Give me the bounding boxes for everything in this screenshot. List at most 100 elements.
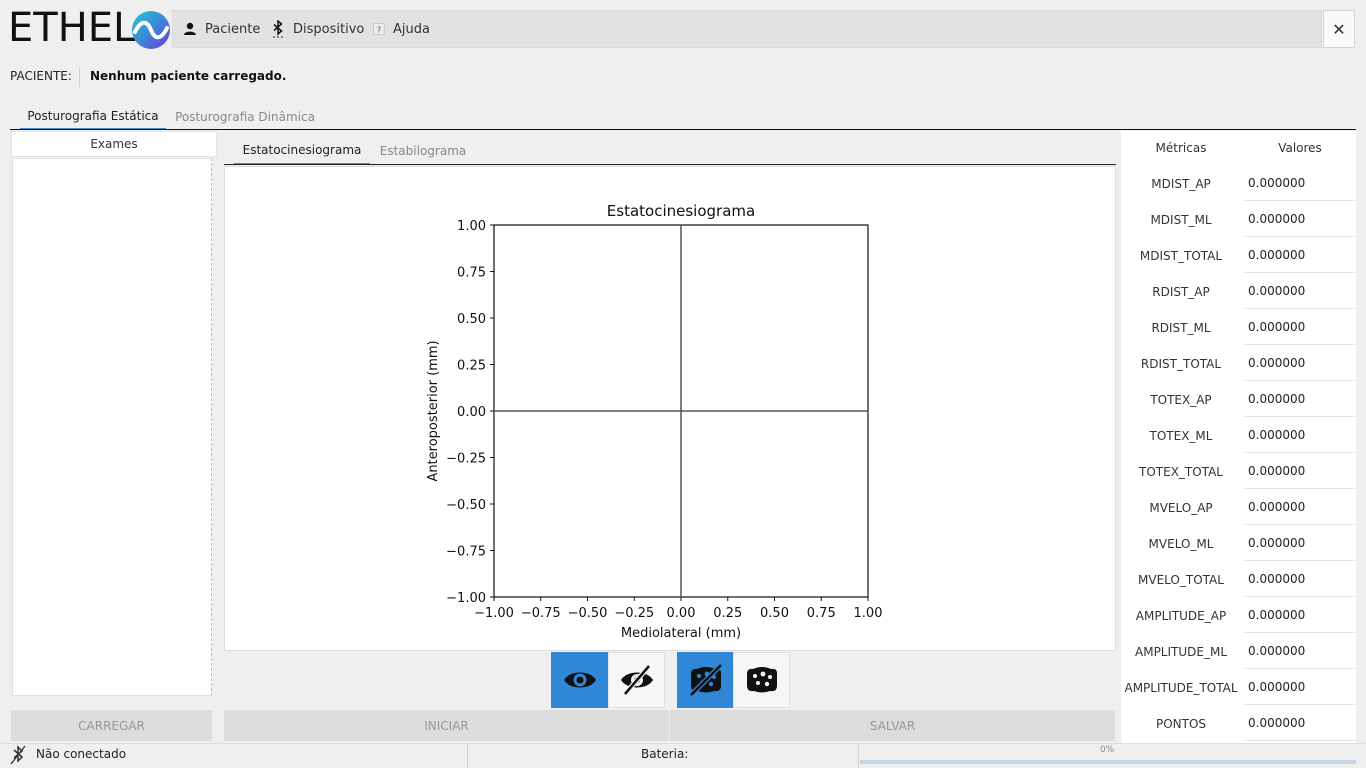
toggle-filter-off-button[interactable] xyxy=(677,652,734,708)
menu-item-dispositivo[interactable]: Dispositivo xyxy=(271,11,364,47)
user-icon xyxy=(184,22,196,35)
metric-value: 0.000000 xyxy=(1245,526,1355,561)
x-tick-label: 0.50 xyxy=(760,606,789,621)
metric-value: 0.000000 xyxy=(1245,598,1355,633)
status-divider xyxy=(467,743,468,768)
close-button[interactable]: ✕ xyxy=(1323,10,1355,48)
y-tick-label: 0.50 xyxy=(457,312,486,327)
metric-value: 0.000000 xyxy=(1245,418,1355,453)
status-divider xyxy=(858,743,859,768)
metric-value: 0.000000 xyxy=(1245,346,1355,381)
x-tick-label: −1.00 xyxy=(474,606,514,621)
metric-row: RDIST_AP 0.000000 xyxy=(1121,274,1356,310)
metric-value: 0.000000 xyxy=(1245,310,1355,345)
metric-name: TOTEX_ML xyxy=(1149,428,1213,443)
toggle-filter-on-button[interactable] xyxy=(733,652,790,708)
metric-name: RDIST_TOTAL xyxy=(1140,356,1222,371)
metric-value: 0.000000 xyxy=(1245,634,1355,669)
metric-row: TOTEX_TOTAL 0.000000 xyxy=(1121,454,1356,490)
metric-row: MDIST_TOTAL 0.000000 xyxy=(1121,238,1356,274)
x-tick-label: 0.75 xyxy=(807,606,836,621)
x-tick-label: 1.00 xyxy=(854,606,883,621)
metric-value: 0.000000 xyxy=(1245,454,1355,489)
close-icon: ✕ xyxy=(1332,19,1346,39)
metric-value: 0.000000 xyxy=(1245,490,1355,525)
y-tick-label: −0.25 xyxy=(446,452,486,467)
metric-value: 0.000000 xyxy=(1245,238,1355,273)
x-tick-label: 0.25 xyxy=(713,606,742,621)
tab-estabilograma[interactable]: Estabilograma xyxy=(379,144,467,158)
x-tick-label: 0.00 xyxy=(667,606,696,621)
subtab-divider xyxy=(224,164,1116,165)
x-tick-label: −0.50 xyxy=(568,606,608,621)
metric-value: 0.000000 xyxy=(1245,202,1355,237)
exams-list[interactable] xyxy=(12,158,212,696)
metric-row: RDIST_TOTAL 0.000000 xyxy=(1121,346,1356,382)
metric-row: MDIST_ML 0.000000 xyxy=(1121,202,1356,238)
menu-item-ajuda[interactable]: ? Ajuda xyxy=(373,11,430,47)
x-tick-label: −0.75 xyxy=(521,606,561,621)
y-tick-label: 0.00 xyxy=(457,405,486,420)
app-logo-text: ETHEL xyxy=(8,5,136,51)
app-logo-icon xyxy=(131,10,171,50)
metric-value: 0.000000 xyxy=(1245,382,1355,417)
toggle-show-button[interactable] xyxy=(551,652,608,708)
metric-value: 0.000000 xyxy=(1245,166,1355,201)
metric-name: RDIST_AP xyxy=(1152,284,1210,299)
metric-row: PONTOS 0.000000 xyxy=(1121,706,1356,742)
battery-label: Bateria: xyxy=(641,747,689,761)
metric-name: MDIST_ML xyxy=(1150,212,1212,227)
metric-row: MVELO_TOTAL 0.000000 xyxy=(1121,562,1356,598)
tab-estatocinesiograma[interactable]: Estatocinesiograma xyxy=(234,137,370,165)
menu-item-label: Ajuda xyxy=(393,21,430,37)
y-tick-label: 0.75 xyxy=(457,266,486,281)
y-tick-label: 0.25 xyxy=(457,359,486,374)
y-tick-label: −1.00 xyxy=(446,591,486,606)
battery-percent: 0% xyxy=(1100,745,1115,755)
metric-row: MDIST_AP 0.000000 xyxy=(1121,166,1356,202)
metric-name: AMPLITUDE_ML xyxy=(1135,644,1227,659)
toggle-hide-button[interactable] xyxy=(608,652,665,708)
tab-posturografia-dinamica[interactable]: Posturografia Dinâmica xyxy=(175,110,315,124)
metrics-panel xyxy=(1121,131,1356,743)
svg-text:?: ? xyxy=(377,26,381,35)
metric-name: TOTEX_AP xyxy=(1150,392,1212,407)
sponge-slash-icon xyxy=(688,663,723,697)
connection-status: Não conectado xyxy=(36,747,127,761)
metric-row: RDIST_ML 0.000000 xyxy=(1121,310,1356,346)
chart-area: −1.00 −0.75 −0.50 −0.25 0.00 0.25 0.50 0.75 1.00… xyxy=(224,166,1116,651)
load-button[interactable]: CARREGAR xyxy=(11,710,212,741)
metric-value: 0.000000 xyxy=(1245,274,1355,309)
tab-divider xyxy=(10,129,1356,130)
metric-value: 0.000000 xyxy=(1245,670,1355,705)
metrics-header-name: Métricas xyxy=(1155,141,1207,155)
statokinesiogram-chart: −1.00 −0.75 −0.50 −0.25 0.00 0.25 0.50 0.75 1.00… xyxy=(426,202,883,641)
battery-progress-bar xyxy=(860,760,1356,764)
x-tick-label: −0.25 xyxy=(614,606,654,621)
sponge-icon xyxy=(746,667,777,693)
chart-title: Estatocinesiograma xyxy=(607,202,755,220)
metric-name: MVELO_ML xyxy=(1148,536,1214,551)
y-tick-label: 1.00 xyxy=(457,219,486,234)
metrics-header-value: Valores xyxy=(1278,141,1322,155)
metric-name: AMPLITUDE_TOTAL xyxy=(1124,680,1238,695)
patient-divider xyxy=(79,67,80,87)
menu-bar: Paciente Dispositivo ? Ajuda xyxy=(172,10,1322,48)
metric-name: MVELO_AP xyxy=(1149,500,1213,515)
patient-value: Nenhum paciente carregado. xyxy=(90,69,287,83)
metric-value: 0.000000 xyxy=(1245,706,1355,741)
start-button[interactable]: INICIAR xyxy=(224,710,669,741)
metric-value: 0.000000 xyxy=(1245,562,1355,597)
y-tick-label: −0.75 xyxy=(446,545,486,560)
metric-row: MVELO_AP 0.000000 xyxy=(1121,490,1356,526)
eye-icon xyxy=(563,672,596,688)
menu-item-paciente[interactable]: Paciente xyxy=(183,11,260,47)
save-button[interactable]: SALVAR xyxy=(670,710,1115,741)
metric-row: TOTEX_ML 0.000000 xyxy=(1121,418,1356,454)
x-axis-label: Mediolateral (mm) xyxy=(621,626,741,641)
metric-name: MDIST_TOTAL xyxy=(1139,248,1223,263)
tab-posturografia-estatica[interactable]: Posturografia Estática xyxy=(20,104,166,130)
menu-item-label: Dispositivo xyxy=(293,21,365,37)
metric-name: PONTOS xyxy=(1155,716,1207,731)
metric-row: AMPLITUDE_ML 0.000000 xyxy=(1121,634,1356,670)
